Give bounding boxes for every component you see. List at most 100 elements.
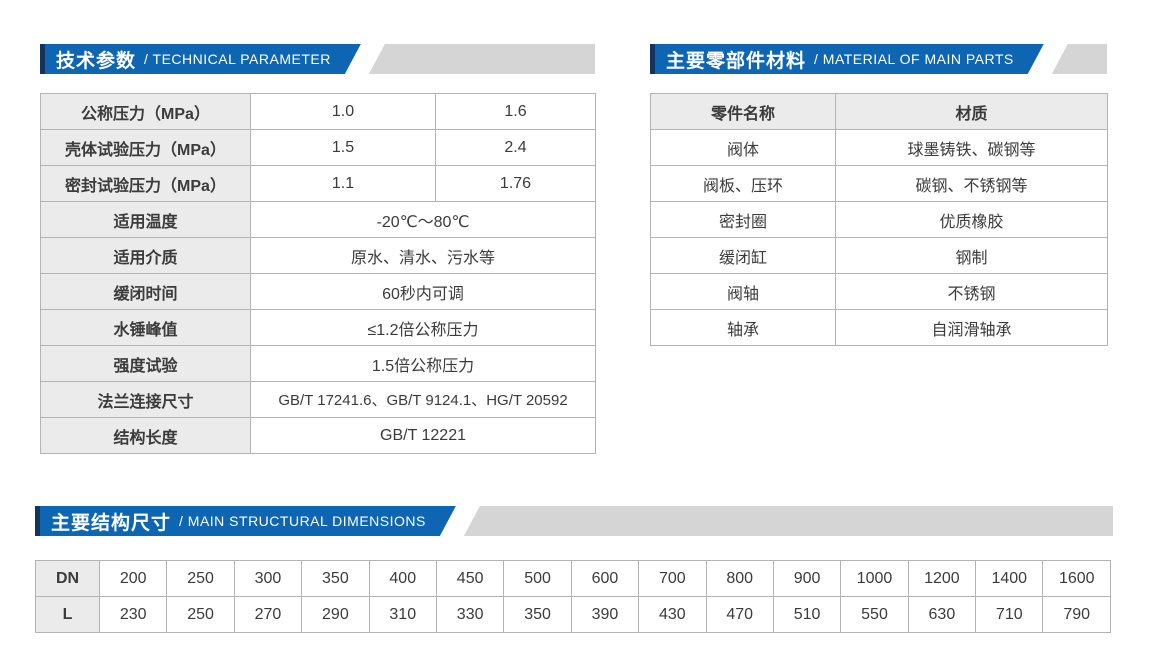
parameter-label: 密封试验压力（MPa） xyxy=(40,165,251,202)
parameter-value: 1.0 xyxy=(250,93,436,130)
table-row: 壳体试验压力（MPa） 1.5 2.4 xyxy=(40,129,596,166)
dimension-value: 350 xyxy=(301,560,370,597)
dimension-value: 250 xyxy=(166,560,235,597)
dimension-value: 1400 xyxy=(975,560,1044,597)
dimension-row-label: DN xyxy=(35,560,100,597)
technical-table-body: 公称压力（MPa） 1.0 1.6 壳体试验压力（MPa） 1.5 2.4 密封试验压力（M… xyxy=(40,93,596,454)
table-row: 强度试验 1.5倍公称压力 xyxy=(40,345,596,382)
dimension-value: 290 xyxy=(301,596,370,633)
table-row: 适用温度 -20℃～80℃ xyxy=(40,201,596,238)
table-row: 缓闭时间 60秒内可调 xyxy=(40,273,596,310)
parameter-label: 强度试验 xyxy=(40,345,251,382)
section-header-gray-strip xyxy=(368,44,595,74)
dimension-value: 450 xyxy=(435,560,505,597)
table-row: 水锤峰值 ≤1.2倍公称压力 xyxy=(40,309,596,346)
parameter-value: 原水、清水、污水等 xyxy=(250,237,596,274)
table-row: 适用介质 原水、清水、污水等 xyxy=(40,237,596,274)
table-row: 密封圈 优质橡胶 xyxy=(650,201,1108,238)
section-title-zh: 主要结构尺寸 xyxy=(51,512,172,534)
part-name: 密封圈 xyxy=(650,201,836,238)
part-material: 自润滑轴承 xyxy=(835,309,1108,346)
parameter-value: ≤1.2倍公称压力 xyxy=(250,309,596,346)
section-header-technical-ribbon: 技术参数 / TECHNICAL PARAMETER xyxy=(40,44,361,74)
table-header-row: 零件名称 材质 xyxy=(650,93,1108,130)
parameter-label: 壳体试验压力（MPa） xyxy=(40,129,251,166)
table-row: 阀体 球墨铸铁、碳钢等 xyxy=(650,129,1108,166)
dimension-value: 300 xyxy=(233,560,303,597)
section-header-technical: 技术参数 / TECHNICAL PARAMETER xyxy=(40,44,595,74)
section-header-materials-ribbon: 主要零部件材料 / MATERIAL OF MAIN PARTS xyxy=(650,44,1044,74)
section-title-zh: 主要零部件材料 xyxy=(666,50,807,72)
dimension-value: 250 xyxy=(166,596,235,633)
dimension-value: 390 xyxy=(570,596,640,633)
dimension-value: 500 xyxy=(503,560,572,597)
part-material: 球墨铸铁、碳钢等 xyxy=(835,129,1108,166)
section-header-gray-strip xyxy=(463,506,1113,536)
part-name: 阀板、压环 xyxy=(650,165,836,202)
table-row: 缓闭缸 钢制 xyxy=(650,237,1108,274)
materials-table: 零件名称 材质 阀体 球墨铸铁、碳钢等 阀板、压环 碳钢、不锈钢等 密封圈 优质橡胶 缓闭缸 钢制… xyxy=(650,93,1108,346)
dimension-value: 430 xyxy=(638,596,707,633)
parameter-value: 1.5倍公称压力 xyxy=(250,345,596,382)
parameter-label: 结构长度 xyxy=(40,417,251,454)
part-name: 阀体 xyxy=(650,129,836,166)
section-header-dimensions: 主要结构尺寸 / MAIN STRUCTURAL DIMENSIONS xyxy=(35,506,1113,536)
table-row: 阀轴 不锈钢 xyxy=(650,273,1108,310)
part-name: 阀轴 xyxy=(650,273,836,310)
parameter-value: 1.1 xyxy=(250,165,436,202)
dimension-value: 710 xyxy=(975,596,1044,633)
dimension-value: 230 xyxy=(98,596,168,633)
parameter-value: 1.76 xyxy=(435,165,596,202)
table-row: 结构长度 GB/T 12221 xyxy=(40,417,596,454)
section-header-dimensions-ribbon: 主要结构尺寸 / MAIN STRUCTURAL DIMENSIONS xyxy=(35,506,456,536)
dimension-value: 470 xyxy=(705,596,774,633)
parameter-value: 2.4 xyxy=(435,129,596,166)
part-material: 优质橡胶 xyxy=(835,201,1108,238)
section-header-materials: 主要零部件材料 / MATERIAL OF MAIN PARTS xyxy=(650,44,1107,74)
section-title-en: / MATERIAL OF MAIN PARTS xyxy=(814,51,1014,67)
section-title-en: / MAIN STRUCTURAL DIMENSIONS xyxy=(179,513,426,529)
dimension-value: 200 xyxy=(98,560,168,597)
dimension-value: 600 xyxy=(570,560,640,597)
dimension-value: 900 xyxy=(772,560,842,597)
dimension-value: 1200 xyxy=(907,560,977,597)
part-material: 碳钢、不锈钢等 xyxy=(835,165,1108,202)
table-row: 法兰连接尺寸 GB/T 17241.6、GB/T 9124.1、HG/T 2059… xyxy=(40,381,596,418)
dimension-value: 270 xyxy=(233,596,303,633)
parameter-value: GB/T 12221 xyxy=(250,417,596,454)
table-row: 公称压力（MPa） 1.0 1.6 xyxy=(40,93,596,130)
dimension-value: 310 xyxy=(368,596,437,633)
parameter-label: 公称压力（MPa） xyxy=(40,93,251,130)
parameter-value: GB/T 17241.6、GB/T 9124.1、HG/T 20592 xyxy=(250,381,596,418)
section-header-gray-strip xyxy=(1051,44,1107,74)
section-title-en: / TECHNICAL PARAMETER xyxy=(144,51,331,67)
materials-table-body: 零件名称 材质 阀体 球墨铸铁、碳钢等 阀板、压环 碳钢、不锈钢等 密封圈 优质橡胶 缓闭缸 钢制… xyxy=(650,93,1108,346)
table-row: 密封试验压力（MPa） 1.1 1.76 xyxy=(40,165,596,202)
dimension-value: 630 xyxy=(907,596,977,633)
dimension-value: 1600 xyxy=(1042,560,1111,597)
table-row: L 230 250 270 290 310 330 350 390 430 470 510 550 630… xyxy=(35,596,1111,633)
column-header: 材质 xyxy=(835,93,1108,130)
table-row: DN 200 250 300 350 400 450 500 600 700 800 900 1000 1… xyxy=(35,560,1111,597)
column-header: 零件名称 xyxy=(650,93,836,130)
technical-parameter-table: 公称压力（MPa） 1.0 1.6 壳体试验压力（MPa） 1.5 2.4 密封试验压力（M… xyxy=(40,93,596,454)
parameter-label: 适用介质 xyxy=(40,237,251,274)
dimension-value: 700 xyxy=(638,560,707,597)
dimension-row-label: L xyxy=(35,596,100,633)
parameter-value: -20℃～80℃ xyxy=(250,201,596,238)
dimensions-table: DN 200 250 300 350 400 450 500 600 700 800 900 1000 1… xyxy=(35,560,1111,633)
dimension-value: 330 xyxy=(435,596,505,633)
table-row: 轴承 自润滑轴承 xyxy=(650,309,1108,346)
dimension-value: 1000 xyxy=(840,560,909,597)
parameter-value: 1.6 xyxy=(435,93,596,130)
parameter-label: 法兰连接尺寸 xyxy=(40,381,251,418)
dimension-value: 550 xyxy=(840,596,909,633)
parameter-label: 适用温度 xyxy=(40,201,251,238)
dimension-value: 800 xyxy=(705,560,774,597)
parameter-label: 水锤峰值 xyxy=(40,309,251,346)
part-material: 不锈钢 xyxy=(835,273,1108,310)
parameter-value: 60秒内可调 xyxy=(250,273,596,310)
parameter-value: 1.5 xyxy=(250,129,436,166)
dimension-value: 400 xyxy=(368,560,437,597)
